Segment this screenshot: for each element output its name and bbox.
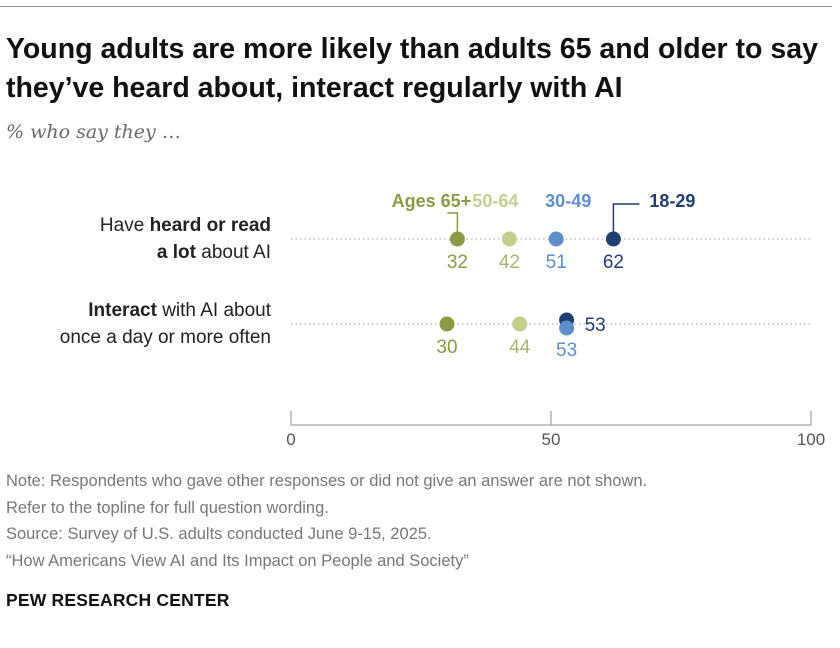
x-tick-label: 100: [797, 430, 825, 449]
row-label-segment: Have: [100, 215, 150, 236]
notes-block: Note: Respondents who gave other respons…: [6, 468, 832, 574]
data-point: [559, 320, 575, 336]
data-point: [548, 231, 564, 247]
data-value-label: 32: [447, 252, 468, 273]
data-value-label: 42: [499, 252, 520, 273]
legend-label: 30-49: [545, 191, 591, 211]
data-value-label: 53: [556, 340, 577, 361]
row-label-segment: a lot: [157, 242, 197, 263]
legend-leader-line: [447, 212, 459, 233]
row-label: Have heard or read: [100, 215, 271, 236]
note-line: Note: Respondents who gave other respons…: [6, 472, 648, 490]
source-line: Source: Survey of U.S. adults conducted …: [6, 525, 432, 543]
row-label: once a day or more often: [60, 327, 271, 348]
row-label: a lot about AI: [157, 242, 271, 263]
chart-title: Young adults are more likely than adults…: [6, 33, 818, 104]
x-tick-label: 50: [542, 430, 561, 449]
x-tick-label: 0: [286, 430, 295, 449]
data-point: [439, 316, 455, 332]
legend-label: Ages 65+: [392, 191, 472, 211]
data-value-label: 30: [436, 337, 457, 358]
data-point: [605, 231, 621, 247]
data-value-label: 51: [546, 252, 567, 273]
legend-label: 50-64: [472, 191, 518, 211]
row-label-segment: about AI: [196, 242, 271, 263]
data-point: [501, 231, 517, 247]
chart-subtitle: % who say they …: [6, 121, 181, 143]
row-label-segment: heard or read: [150, 215, 271, 236]
row-label-segment: with AI about: [157, 300, 272, 321]
dot-plot-chart: Ages 65+ 50-64 30-49 18-29 Have heard or rea…: [60, 191, 825, 449]
row-label-segment: Interact: [88, 300, 157, 321]
legend-leader-line: [612, 203, 640, 233]
legend-label: 18-29: [649, 191, 695, 211]
note-line: Refer to the topline for full question w…: [6, 498, 329, 517]
top-rule: [0, 6, 832, 7]
data-value-label: 62: [603, 252, 624, 273]
data-point: [449, 231, 465, 247]
data-point: [512, 316, 528, 332]
brand-logo-text: PEW RESEARCH CENTER: [6, 590, 230, 610]
data-value-label: 44: [509, 337, 531, 358]
row-label: Interact with AI about: [88, 300, 271, 321]
data-value-label: 53: [585, 315, 606, 336]
report-title-line: “How Americans View AI and Its Impact on…: [6, 551, 469, 570]
row-label-segment: once a day or more often: [60, 327, 271, 348]
